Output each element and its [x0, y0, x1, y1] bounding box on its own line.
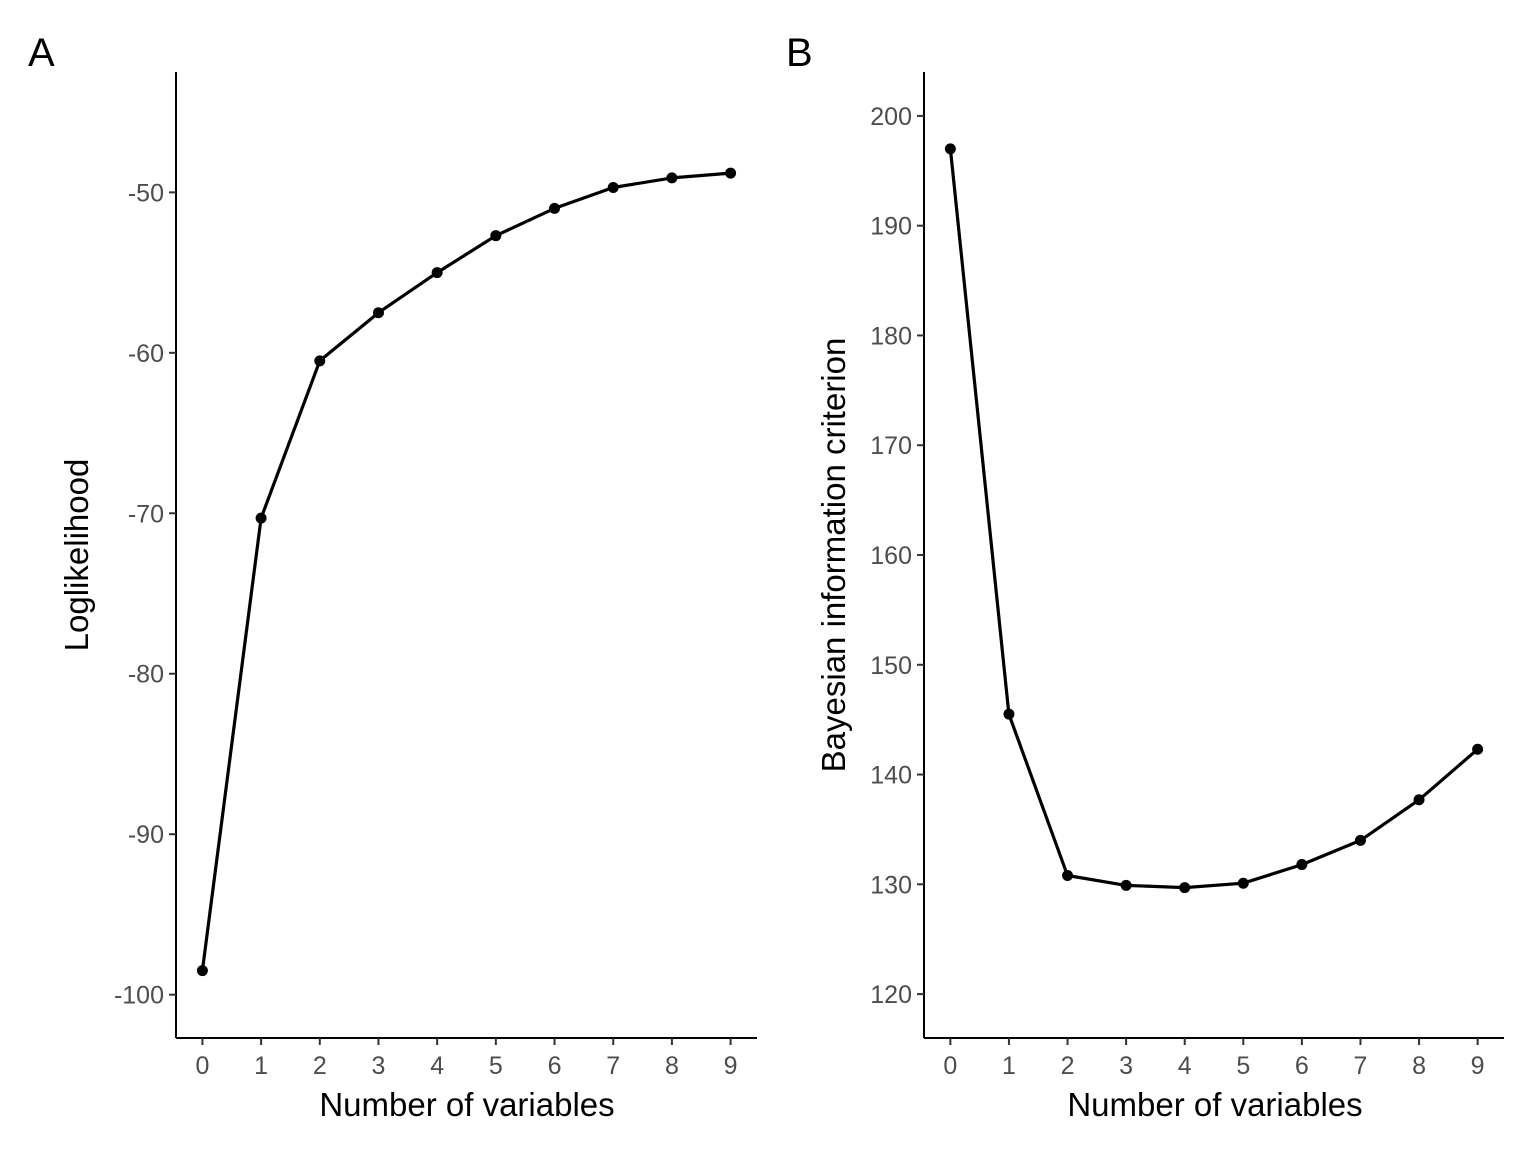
- panel-b-data-point: [1062, 870, 1074, 882]
- panel-b-data-point: [1296, 859, 1308, 871]
- panel-a-y-axis-title: Loglikelihood: [58, 459, 95, 652]
- panel-b-y-tick-label: 120: [870, 981, 912, 1009]
- panel-b-y-tick-label: 160: [870, 542, 912, 570]
- panel-a-y-tick-label: -70: [128, 500, 164, 528]
- panel-b-x-tick-label: 7: [1354, 1052, 1368, 1080]
- panel-b-x-tick-label: 5: [1236, 1052, 1250, 1080]
- panel-b-x-tick-label: 8: [1412, 1052, 1426, 1080]
- panel-b-data-point: [1003, 708, 1015, 720]
- panel-a-x-tick-label: 9: [724, 1052, 738, 1080]
- panel-a-x-tick-label: 5: [489, 1052, 503, 1080]
- panel-a-x-tick-label: 6: [548, 1052, 562, 1080]
- panel-b-x-tick-label: 0: [943, 1052, 957, 1080]
- panel-b-y-tick-label: 140: [870, 762, 912, 790]
- panel-b-x-tick-label: 2: [1061, 1052, 1075, 1080]
- panel-a-data-point: [666, 172, 678, 184]
- panel-b-data-point: [1472, 743, 1484, 755]
- panel-b-x-axis-title: Number of variables: [1067, 1086, 1362, 1123]
- panel-b-data-point: [1120, 879, 1132, 891]
- panel-b-x-tick-label: 9: [1471, 1052, 1485, 1080]
- panel-b-plot-area: 120 130 140 150 160 170 180 190 200 0 1 2 3 4 5 6 7 8 9: [870, 72, 1504, 1080]
- panel-a-data-point: [372, 307, 384, 319]
- panel-a-label: A: [28, 31, 55, 75]
- panel-b-x-tick-label: 6: [1295, 1052, 1309, 1080]
- panel-a-x-tick-label: 8: [665, 1052, 679, 1080]
- panel-a-y-tick-label: -60: [128, 340, 164, 368]
- panel-a-data-point: [196, 965, 208, 977]
- panel-b-y-tick-label: 170: [870, 432, 912, 460]
- panel-a-data-point: [255, 512, 267, 524]
- panel-a-x-tick-label: 0: [195, 1052, 209, 1080]
- panel-a-series-line: [200, 171, 731, 971]
- panel-a-data-point: [607, 182, 619, 194]
- panel-b-y-tick-label: 150: [870, 652, 912, 680]
- panel-a-data-point: [549, 202, 561, 214]
- panel-a-data-point: [490, 230, 502, 242]
- panel-b-x-tick-label: 4: [1178, 1052, 1192, 1080]
- panel-a-y-tick-label: -100: [114, 982, 164, 1010]
- panel-a-y-tick-label: -90: [128, 821, 164, 849]
- panel-b-x-tick-label: 1: [1002, 1052, 1016, 1080]
- panel-b-series-line: [948, 148, 1479, 890]
- panel-b-data-point: [1413, 794, 1425, 806]
- panel-b-y-tick-label: 180: [870, 322, 912, 350]
- panel-a-data-point: [431, 267, 443, 279]
- panel-a-x-tick-label: 3: [372, 1052, 386, 1080]
- panel-a-plot-area: -100 -90 -80 -70 -60 -50 0 1 2 3 4 5 6 7 8 9: [114, 72, 757, 1080]
- panel-a-loglikelihood: A -100 -90 -80 -70 -60 -50 0 1 2 3 4 5 6 7 8 9 Number o…: [28, 31, 757, 1123]
- panel-a-x-tick-label: 2: [313, 1052, 327, 1080]
- panel-b-data-point: [1354, 834, 1366, 846]
- panel-a-x-tick-label: 7: [606, 1052, 620, 1080]
- panel-b-data-point: [944, 143, 956, 155]
- panel-a-y-tick-label: -50: [128, 179, 164, 207]
- panel-b-label: B: [786, 31, 813, 75]
- panel-a-x-tick-label: 4: [430, 1052, 444, 1080]
- panel-b-y-axis-title: Bayesian information criterion: [815, 338, 852, 773]
- panel-b-data-point: [1237, 877, 1249, 889]
- panel-a-x-tick-label: 1: [254, 1052, 268, 1080]
- panel-a-data-point: [725, 167, 737, 179]
- panel-a-y-tick-label: -80: [128, 661, 164, 689]
- panel-b-y-tick-label: 130: [870, 871, 912, 899]
- panel-a-data-point: [314, 355, 326, 367]
- panel-b-x-tick-label: 3: [1119, 1052, 1133, 1080]
- panel-a-x-axis-title: Number of variables: [319, 1086, 614, 1123]
- panel-b-data-point: [1179, 882, 1191, 894]
- panel-b-y-tick-label: 190: [870, 213, 912, 241]
- panel-b-y-tick-label: 200: [870, 103, 912, 131]
